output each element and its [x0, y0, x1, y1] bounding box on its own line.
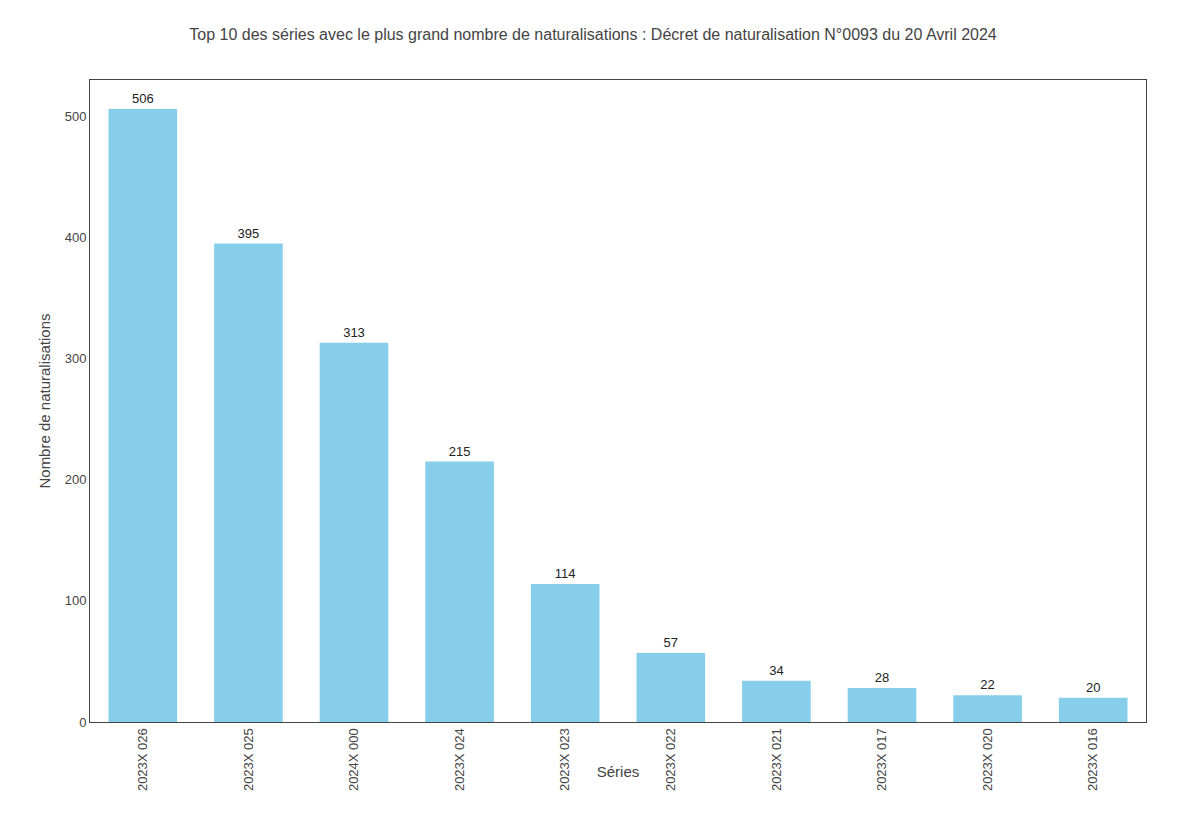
- svg-text:57: 57: [664, 635, 678, 650]
- svg-text:313: 313: [343, 325, 365, 340]
- svg-text:34: 34: [769, 663, 783, 678]
- svg-text:2023X 026: 2023X 026: [135, 728, 150, 791]
- svg-text:Top 10 des séries avec le plus: Top 10 des séries avec le plus grand nom…: [189, 26, 997, 43]
- svg-text:500: 500: [65, 109, 87, 124]
- svg-text:Séries: Séries: [597, 763, 640, 780]
- svg-text:0: 0: [79, 715, 86, 730]
- svg-text:Nombre de naturalisations: Nombre de naturalisations: [36, 313, 53, 488]
- svg-text:2023X 024: 2023X 024: [452, 728, 467, 791]
- svg-text:215: 215: [449, 444, 471, 459]
- svg-text:22: 22: [980, 677, 994, 692]
- svg-text:200: 200: [65, 472, 87, 487]
- svg-text:2023X 017: 2023X 017: [874, 728, 889, 791]
- svg-text:114: 114: [555, 566, 576, 581]
- svg-text:28: 28: [875, 670, 889, 685]
- svg-text:2023X 020: 2023X 020: [980, 728, 995, 791]
- svg-text:2023X 025: 2023X 025: [241, 728, 256, 791]
- svg-text:2023X 022: 2023X 022: [663, 728, 678, 791]
- svg-text:2024X 000: 2024X 000: [346, 728, 361, 791]
- svg-text:400: 400: [65, 230, 87, 245]
- svg-text:2023X 021: 2023X 021: [769, 728, 784, 791]
- svg-text:2023X 016: 2023X 016: [1085, 728, 1100, 791]
- svg-text:395: 395: [238, 226, 260, 241]
- svg-text:506: 506: [132, 91, 154, 106]
- svg-text:300: 300: [65, 351, 87, 366]
- svg-text:100: 100: [65, 593, 87, 608]
- svg-text:2023X 023: 2023X 023: [557, 728, 572, 791]
- svg-text:20: 20: [1086, 680, 1100, 695]
